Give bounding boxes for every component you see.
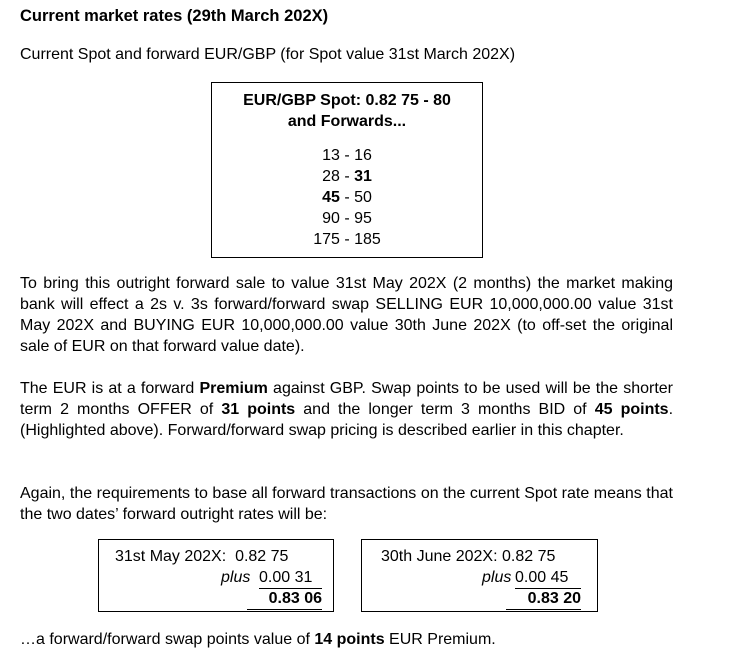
quote-title: EUR/GBP Spot: 0.82 75 - 80 and Forwards.…: [212, 90, 482, 132]
forward-points-row: 175 - 185: [313, 231, 381, 248]
forward-points-row: 13 - 16: [322, 147, 372, 164]
outright-box-june: 30th June 202X: 0.82 75 plus 0.00 45 0.8…: [361, 539, 598, 612]
outright-result: 0.83 20: [506, 588, 581, 610]
section-heading: Current market rates (29th March 202X): [20, 7, 329, 25]
forward-points-row: 90 - 95: [322, 210, 372, 227]
plus-label: plus: [482, 569, 512, 586]
intro-text: Current Spot and forward EUR/GBP (for Sp…: [20, 46, 516, 63]
outright-result: 0.83 06: [247, 588, 322, 610]
outright-box-may: 31st May 202X: 0.82 75 plus 0.00 31 0.83…: [98, 539, 334, 612]
outright-date-rate: 30th June 202X: 0.82 75: [381, 548, 556, 565]
plus-points-value: 0.00 45: [515, 567, 581, 589]
forward-points-row: 45 - 50: [322, 189, 372, 206]
paragraph-swap-explanation: To bring this outright forward sale to v…: [20, 275, 673, 355]
paragraph-premium: The EUR is at a forward Premium against …: [20, 380, 674, 439]
outright-date-rate: 31st May 202X: 0.82 75: [115, 548, 289, 565]
conclusion-text: …a forward/forward swap points value of …: [20, 631, 496, 648]
plus-points-value: 0.00 31: [259, 567, 322, 589]
forward-points-list: 13 - 16 28 - 31 45 - 50 90 - 95 175 - 18…: [212, 145, 482, 250]
quote-title-line1: EUR/GBP Spot: 0.82 75 - 80: [243, 92, 451, 109]
paragraph-outright-intro: Again, the requirements to base all forw…: [20, 485, 673, 523]
forward-points-row: 28 - 31: [322, 168, 372, 185]
quote-title-line2: and Forwards...: [287, 113, 407, 130]
plus-label: plus: [221, 569, 251, 586]
rate-quote-box: EUR/GBP Spot: 0.82 75 - 80 and Forwards.…: [211, 82, 483, 258]
